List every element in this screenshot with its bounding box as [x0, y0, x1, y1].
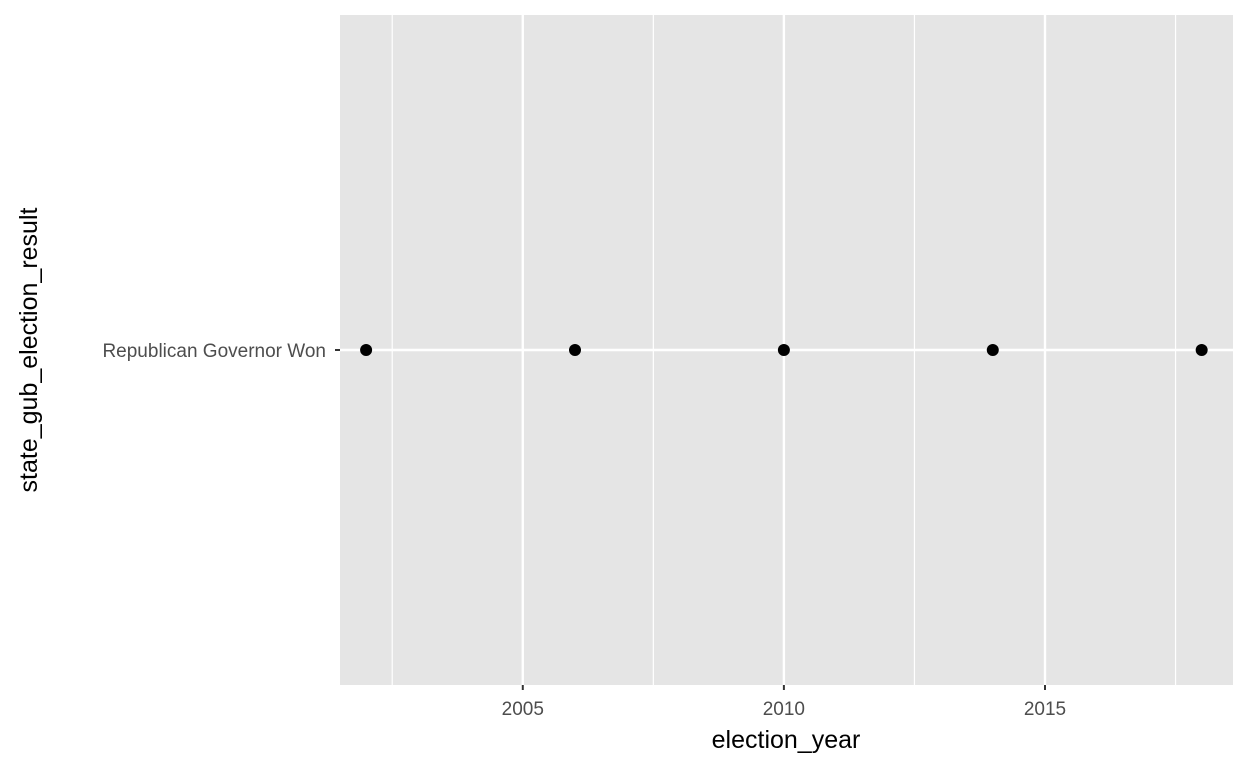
x-tick-label: 2005	[502, 699, 544, 720]
data-point	[986, 344, 999, 356]
data-point	[1195, 344, 1208, 356]
y-axis-title: state_gub_election_result	[15, 207, 43, 492]
x-tick-label: 2010	[763, 699, 805, 720]
y-tick-label: Republican Governor Won	[102, 341, 326, 362]
x-tick-label: 2015	[1024, 699, 1066, 720]
x-axis: 2005 2010 2015	[502, 685, 1066, 720]
y-axis: Republican Governor Won	[102, 341, 340, 362]
data-point	[777, 344, 790, 356]
data-point	[569, 344, 581, 356]
x-axis-title: election_year	[712, 726, 861, 754]
data-points	[360, 344, 1208, 356]
data-point	[360, 344, 373, 356]
